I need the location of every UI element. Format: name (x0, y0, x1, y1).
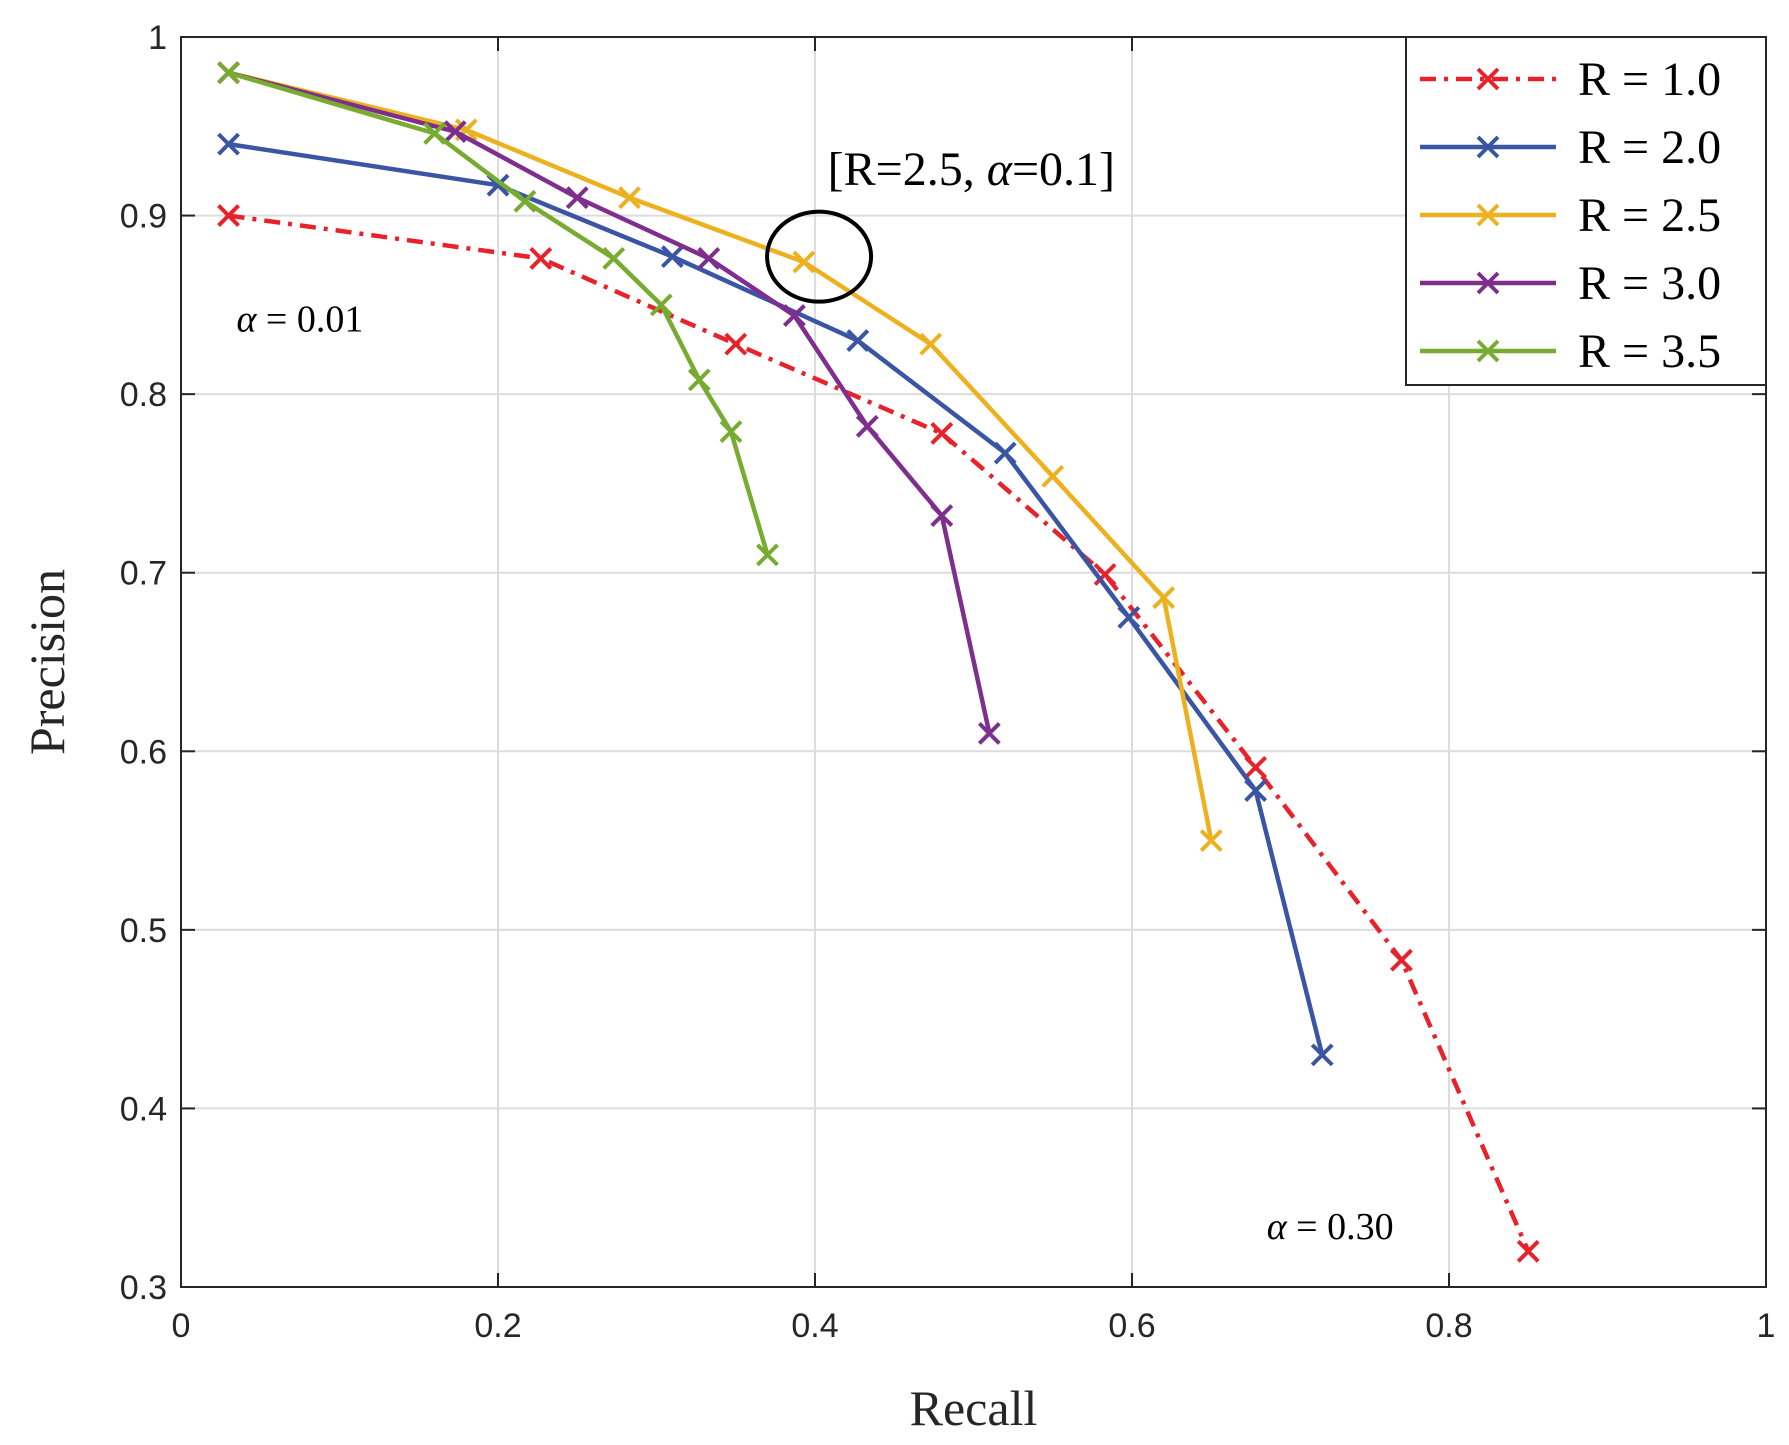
series-layer (217, 61, 1540, 1263)
data-point-marker (423, 122, 447, 145)
legend-box (1405, 36, 1767, 386)
series-line (227, 70, 770, 556)
x-axis-title: Recall (910, 1380, 1038, 1436)
y-axis-title: Precision (19, 569, 75, 755)
legend-entry: R = 2.5 (1420, 189, 1721, 242)
x-tick-label: 0 (172, 1307, 191, 1345)
legend-marker-sample (1476, 339, 1500, 363)
data-point-marker (756, 543, 779, 567)
series-line (228, 70, 1214, 842)
annotation-alpha: α (987, 143, 1013, 196)
legend-label: R = 1.0 (1578, 53, 1721, 106)
annotation-0: α = 0.01 (236, 299, 363, 341)
annotation-alpha: α (1267, 1206, 1288, 1248)
y-tick-label: 0.3 (120, 1269, 167, 1307)
highlight-circle (765, 209, 874, 304)
legend-entry: R = 2.0 (1420, 121, 1721, 174)
legend-label: R = 3.5 (1578, 325, 1721, 378)
series-r-1-0 (217, 204, 1540, 1263)
data-point-marker (1152, 586, 1176, 610)
legend-marker-sample (1476, 203, 1500, 227)
legend-marker-sample (1476, 67, 1500, 91)
annotation-text: = 0.01 (256, 299, 363, 341)
data-point-marker (977, 722, 1001, 745)
data-point-marker (687, 368, 711, 392)
legend: R = 1.0 R = 2.0 R = 2.5 R = 3.0 R = 3.5 (1405, 36, 1767, 386)
data-point-marker (529, 247, 553, 270)
data-point-marker (782, 304, 806, 327)
data-point-marker (719, 420, 743, 444)
axis-tick-labels: 0 0.2 0.4 0.6 0.8 1 0.3 0.4 0.5 0.6 0.7 0.8 0.9 1 (120, 19, 1776, 1345)
data-point-marker (1093, 563, 1117, 586)
x-tick-label: 0.6 (1108, 1307, 1155, 1345)
x-tick-label: 1 (1757, 1307, 1776, 1345)
series-line (228, 213, 1531, 1253)
y-tick-label: 0.9 (120, 198, 167, 236)
data-point-marker (1244, 755, 1268, 779)
data-point-marker (1199, 829, 1223, 852)
data-point-marker (1516, 1239, 1540, 1263)
data-point-marker (792, 250, 816, 274)
data-point-marker (1390, 948, 1413, 972)
series-line (228, 70, 992, 734)
legend-label: R = 2.5 (1578, 189, 1721, 242)
legend-entry: R = 1.0 (1420, 53, 1721, 106)
data-point-marker (1310, 1043, 1334, 1067)
y-tick-label: 0.6 (120, 733, 167, 771)
data-point-marker (649, 293, 673, 317)
data-point-marker (443, 120, 467, 144)
y-tick-label: 1 (148, 19, 167, 57)
annotation-alpha: α (236, 299, 257, 341)
y-tick-label: 0.4 (120, 1090, 167, 1128)
annotation-text: = 0.30 (1287, 1206, 1394, 1248)
data-point-marker (660, 245, 684, 269)
legend-entry: R = 3.0 (1420, 257, 1721, 310)
x-tick-label: 0.4 (791, 1307, 838, 1345)
y-tick-label: 0.7 (120, 555, 167, 593)
data-point-marker (855, 414, 879, 438)
axis-ticks (180, 36, 1767, 1288)
series-r-3-5 (217, 61, 779, 567)
data-point-marker (1244, 779, 1268, 802)
data-point-marker (513, 189, 537, 213)
plot-area-frame (180, 36, 1767, 1288)
annotation-1: α = 0.30 (1267, 1206, 1394, 1248)
legend-marker-sample (1476, 135, 1500, 159)
y-tick-label: 0.5 (120, 912, 167, 950)
annotation-layer: α = 0.01α = 0.30[R=2.5, α=0.1] (236, 143, 1393, 1248)
x-tick-label: 0.2 (474, 1307, 521, 1345)
y-tick-label: 0.8 (120, 376, 167, 414)
legend-label: R = 3.0 (1578, 257, 1721, 310)
data-point-marker (930, 422, 954, 445)
data-point-marker (724, 332, 748, 356)
annotation-2: [R=2.5, α=0.1] (828, 143, 1115, 196)
data-point-marker (217, 204, 240, 227)
annotation-text: =0.1] (1012, 143, 1115, 196)
legend-label: R = 2.0 (1578, 121, 1721, 174)
data-point-marker (697, 247, 721, 270)
data-point-marker (602, 247, 626, 270)
data-point-marker (618, 186, 641, 210)
data-point-marker (919, 332, 943, 356)
data-point-marker (565, 186, 589, 210)
legend-entry: R = 3.5 (1420, 325, 1721, 378)
data-point-marker (1041, 464, 1065, 488)
annotation-text: [R=2.5, (828, 143, 987, 196)
data-point-marker (930, 504, 954, 527)
data-point-marker (217, 61, 240, 85)
data-point-marker (846, 329, 870, 352)
x-tick-label: 0.8 (1425, 1307, 1472, 1345)
data-point-marker (217, 132, 240, 156)
data-point-marker (993, 441, 1017, 465)
data-point-marker (1117, 605, 1141, 629)
legend-marker-sample (1476, 271, 1500, 295)
